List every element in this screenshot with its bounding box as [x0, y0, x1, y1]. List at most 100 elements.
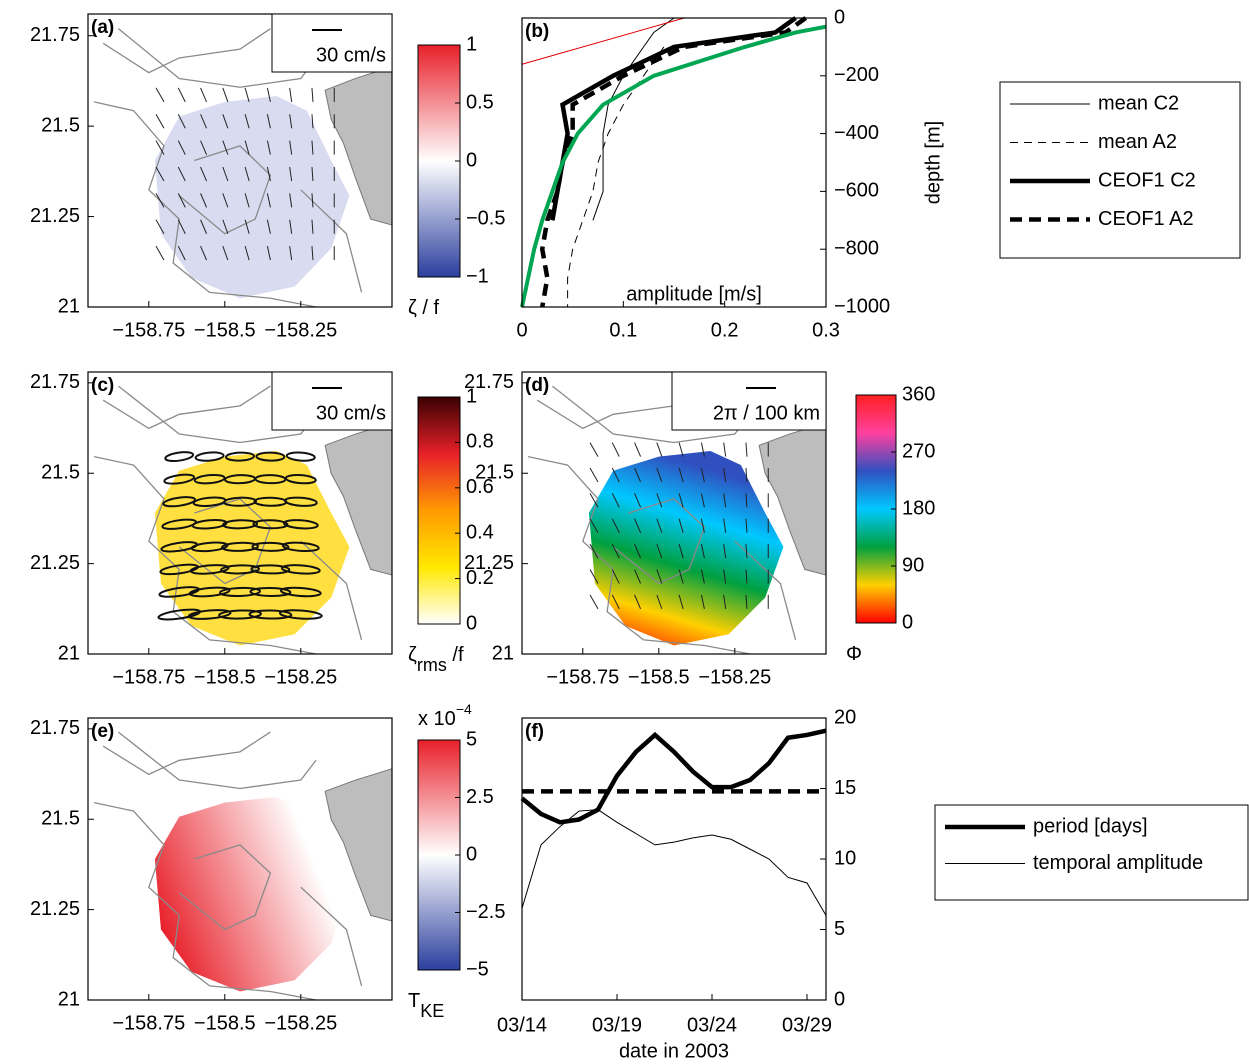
- colorbar-tick-label: 0.5: [466, 91, 494, 113]
- y-tick-label: −800: [834, 237, 879, 259]
- x-tick-label: 03/29: [782, 1014, 832, 1036]
- colorbar-label: ζrms /f: [408, 644, 464, 674]
- variance-ellipse: [280, 564, 321, 575]
- colorbar: [417, 396, 461, 625]
- vector-arrow: [700, 493, 705, 508]
- vector-arrow: [700, 518, 705, 533]
- variance-ellipse: [188, 586, 231, 598]
- depth-contour: [178, 145, 272, 235]
- x-tick-label: −158.5: [194, 1012, 256, 1034]
- y-tick-label: −1000: [834, 295, 890, 317]
- vector-arrow: [311, 140, 314, 155]
- vector-arrow: [289, 166, 293, 182]
- x-tick-label: −158.25: [264, 1012, 337, 1034]
- variance-ellipse: [284, 474, 317, 485]
- depth-contour: [93, 455, 317, 654]
- vector-arrow: [266, 246, 271, 261]
- vector-arrow: [155, 166, 165, 182]
- variance-ellipse: [220, 564, 260, 575]
- vector-arrow: [723, 467, 727, 483]
- vector-arrow: [656, 442, 663, 457]
- vector-arrow: [700, 544, 705, 559]
- vector-arrow: [656, 493, 663, 508]
- vector-arrow: [745, 442, 748, 457]
- series-line: [521, 809, 827, 916]
- depth-contour: [300, 540, 363, 641]
- vector-arrow: [611, 543, 620, 559]
- vector-arrow: [244, 114, 250, 129]
- x-tick-label: 03/24: [687, 1014, 737, 1036]
- y-tick-label: 21.75: [464, 371, 514, 393]
- vector-arrow: [289, 219, 293, 234]
- x-tick-label: 03/14: [497, 1014, 547, 1036]
- variance-ellipse: [249, 586, 292, 597]
- label-part: rms: [417, 655, 447, 675]
- scale-box: [671, 371, 827, 431]
- scale-box: [271, 13, 393, 73]
- map-layer: [93, 731, 392, 1000]
- y-tick-label: 0: [834, 988, 845, 1010]
- variance-ellipse: [193, 473, 226, 485]
- x-tick-label: −158.25: [698, 666, 771, 688]
- colorbar-tick-label: 0.4: [466, 521, 494, 543]
- vector-arrow: [723, 518, 727, 533]
- label-part: x 10: [418, 708, 456, 730]
- y-tick-label: 21.25: [30, 552, 80, 574]
- vector-arrow: [634, 442, 642, 457]
- y-tick-label: 21: [492, 642, 514, 664]
- vector-arrow: [700, 442, 705, 457]
- legend-box: [934, 804, 1249, 901]
- colorbar-tick-label: 180: [902, 497, 935, 519]
- data-region: [154, 796, 350, 992]
- colorbar-tick-label: 0: [466, 149, 477, 171]
- variance-ellipse: [219, 586, 261, 598]
- vector-arrow: [723, 544, 727, 559]
- vector-arrow: [266, 87, 271, 103]
- vector-arrow: [611, 493, 620, 508]
- label-part: T: [408, 990, 420, 1012]
- vector-arrow: [745, 493, 748, 508]
- colorbar-tick-label: 0.8: [466, 431, 494, 453]
- profile-line: [592, 17, 675, 221]
- scale-box: [271, 371, 393, 431]
- vector-arrow: [745, 518, 748, 533]
- annotation: 30 cm/s: [316, 44, 386, 66]
- depth-contour: [117, 731, 317, 790]
- legend-label: CEOF1 C2: [1098, 169, 1196, 191]
- y-tick-label: 21.5: [41, 808, 80, 830]
- depth-contour: [102, 731, 271, 776]
- vector-arrow: [723, 442, 727, 457]
- vector-arrow: [589, 569, 599, 584]
- y-tick-label: 21.5: [41, 114, 80, 136]
- y-tick-label: 10: [834, 847, 856, 869]
- colorbar-tick-label: 270: [902, 440, 935, 462]
- vector-arrow: [266, 114, 271, 129]
- x-tick-label: −158.25: [264, 319, 337, 341]
- variance-ellipse: [255, 451, 286, 462]
- vector-arrow: [222, 140, 229, 155]
- y-axis-label: depth [m]: [922, 121, 944, 204]
- profile-line: [521, 17, 685, 65]
- colorbar-tick-label: 360: [902, 383, 935, 405]
- vector-arrow: [311, 219, 314, 234]
- colorbar: [855, 394, 897, 624]
- vector-arrow: [222, 219, 229, 234]
- colorbar-tick-label: −5: [466, 958, 489, 980]
- vector-arrow: [634, 594, 642, 610]
- annotation: 30 cm/s: [316, 402, 386, 424]
- legend-label: temporal amplitude: [1033, 852, 1203, 874]
- vector-arrow: [634, 467, 642, 483]
- series-line: [520, 728, 827, 825]
- vector-arrow: [745, 594, 748, 609]
- panel-label: (e): [91, 721, 114, 742]
- label-part: /f: [447, 644, 464, 666]
- label-part: KE: [420, 1001, 444, 1021]
- vector-arrow: [723, 493, 727, 508]
- land: [324, 768, 392, 922]
- colorbar-tick-label: 0: [466, 843, 477, 865]
- depth-contour: [102, 28, 271, 74]
- depth-contour: [612, 498, 706, 585]
- vector-arrow: [656, 467, 663, 483]
- panel-label: (c): [91, 375, 114, 396]
- map-layer: [527, 385, 826, 654]
